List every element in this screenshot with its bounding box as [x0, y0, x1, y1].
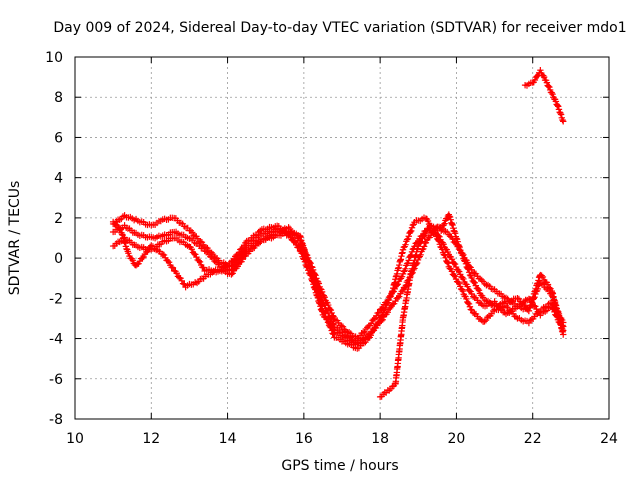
series-track-e: [376, 211, 567, 401]
x-tick-label: 16: [295, 431, 313, 447]
y-tick-label: 10: [45, 50, 63, 66]
data-series: [109, 67, 567, 401]
y-tick-label: 2: [54, 211, 63, 227]
x-tick-label: 18: [371, 431, 389, 447]
series-markers: [376, 211, 567, 401]
y-tick-label: -8: [49, 412, 63, 428]
chart-title: Day 009 of 2024, Sidereal Day-to-day VTE…: [53, 20, 626, 36]
series-track-f: [521, 67, 567, 125]
y-tick-label: -2: [49, 291, 63, 307]
x-tick-label: 22: [524, 431, 542, 447]
x-axis-label: GPS time / hours: [281, 458, 398, 474]
y-axis-label: SDTVAR / TECUs: [7, 181, 23, 296]
x-tick-label: 24: [600, 431, 618, 447]
x-tick-label: 14: [219, 431, 237, 447]
y-tick-label: 6: [54, 130, 63, 146]
y-tick-label: 8: [54, 90, 63, 106]
series-track-d: [109, 218, 372, 348]
y-tick-label: 4: [54, 171, 63, 187]
y-tick-label: -4: [49, 332, 63, 348]
plot-frame: [74, 56, 610, 420]
x-tick-label: 12: [142, 431, 160, 447]
series-markers: [521, 67, 567, 125]
x-tick-label: 20: [448, 431, 466, 447]
y-tick-label: -6: [49, 372, 63, 388]
x-tick-label: 10: [66, 431, 84, 447]
y-tick-label: 0: [54, 251, 63, 267]
series-markers: [109, 218, 372, 348]
